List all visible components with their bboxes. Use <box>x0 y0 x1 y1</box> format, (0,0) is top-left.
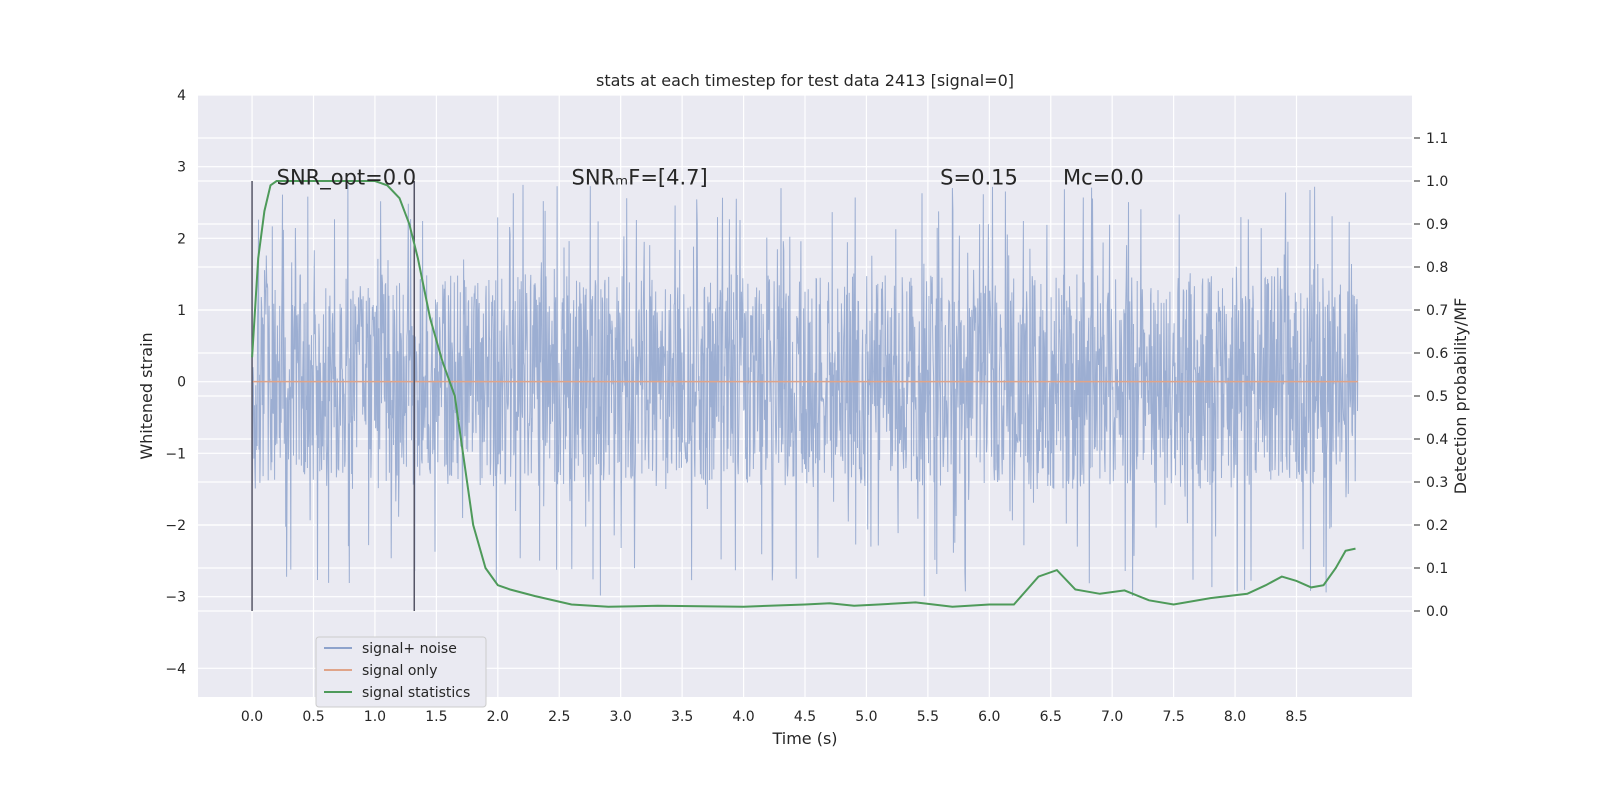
legend: signal+ noise signal only signal statist… <box>315 636 487 708</box>
x-tick-label: 0.5 <box>302 709 324 725</box>
x-tick-labels: 0.0 0.5 1.0 1.5 2.0 2.5 3.0 3.5 4.0 4.5 5.0 5.5 6.0 6… <box>241 709 1308 725</box>
x-tick-label: 3.5 <box>671 709 693 725</box>
y2-tick-label: 1.1 <box>1426 131 1448 147</box>
y2-tick-label: 0.2 <box>1426 518 1448 534</box>
x-tick-label: 1.5 <box>425 709 447 725</box>
x-tick-label: 2.0 <box>487 709 509 725</box>
y-tick-label: −2 <box>165 518 186 534</box>
y2-tick-label: 0.8 <box>1426 260 1448 276</box>
y-tick-label: −4 <box>165 661 186 677</box>
y2-tick-label: 0.0 <box>1426 604 1448 620</box>
x-tick-label: 0.0 <box>241 709 263 725</box>
y-tick-label: −1 <box>165 446 186 462</box>
x-tick-label: 7.5 <box>1162 709 1184 725</box>
y-tick-label: 4 <box>177 88 186 104</box>
annotation-text: SNRₘF=[4.7] <box>572 166 708 190</box>
y2-tick-label: 0.6 <box>1426 346 1448 362</box>
y2-tick-label: 0.7 <box>1426 303 1448 319</box>
legend-label-signal-only: signal only <box>362 663 437 679</box>
y2-tick-label: 0.5 <box>1426 389 1448 405</box>
x-tick-label: 5.5 <box>917 709 939 725</box>
y2-tick-label: 1.0 <box>1426 174 1448 190</box>
legend-label-signal-statistics: signal statistics <box>362 685 470 701</box>
annotation-text: SNR_opt=0.0 <box>277 166 417 191</box>
vertical-markers <box>251 181 416 611</box>
y2-tick-label: 0.4 <box>1426 432 1448 448</box>
x-tick-label: 8.5 <box>1285 709 1307 725</box>
y2-tick-labels: 1.1 1.0 0.9 0.8 0.7 0.6 0.5 0.4 0.3 0.2 0.1 0.0 <box>1414 131 1448 620</box>
x-tick-label: 4.5 <box>794 709 816 725</box>
annotation-text: Mᴄ=0.0 <box>1063 166 1144 190</box>
y2-tick-label: 0.1 <box>1426 561 1448 577</box>
y-tick-label: 3 <box>177 160 186 176</box>
series-signal-statistics <box>251 180 1356 608</box>
chart-title: stats at each timestep for test data 241… <box>596 71 1014 90</box>
x-tick-label: 5.0 <box>855 709 877 725</box>
x-tick-label: 7.0 <box>1101 709 1123 725</box>
x-tick-label: 8.0 <box>1224 709 1246 725</box>
y2-tick-label: 0.3 <box>1426 475 1448 491</box>
y-tick-label: 1 <box>177 303 186 319</box>
series-signal-plus-noise <box>251 184 1359 597</box>
legend-box <box>315 636 487 708</box>
legend-label-signal-plus-noise: signal+ noise <box>362 641 457 657</box>
x-tick-label: 2.5 <box>548 709 570 725</box>
annotations: SNR_opt=0.0 SNRₘF=[4.7] S=0.15 Mᴄ=0.0 <box>277 166 1144 191</box>
y-tick-label: 2 <box>177 231 186 247</box>
y2-tick-label: 0.9 <box>1426 217 1448 233</box>
x-tick-label: 6.5 <box>1040 709 1062 725</box>
x-tick-label: 6.0 <box>978 709 1000 725</box>
y2-axis-label: Detection probability/MF <box>1451 298 1470 495</box>
x-tick-label: 3.0 <box>610 709 632 725</box>
x-tick-label: 1.0 <box>364 709 386 725</box>
y-tick-label: 0 <box>177 375 186 391</box>
x-axis-label: Time (s) <box>771 729 837 748</box>
y-tick-labels: 4 3 2 1 0 −1 −2 −3 −4 <box>165 88 186 677</box>
annotation-text: S=0.15 <box>940 166 1018 190</box>
y-tick-label: −3 <box>165 590 186 606</box>
x-tick-label: 4.0 <box>732 709 754 725</box>
y-axis-label: Whitened strain <box>137 332 156 459</box>
